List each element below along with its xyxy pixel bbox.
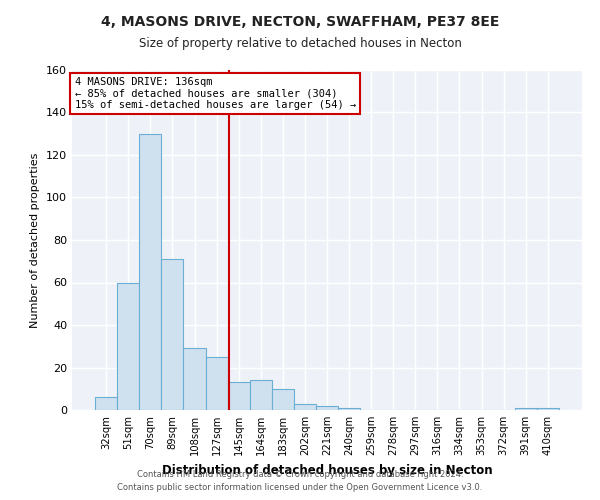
Bar bbox=[515, 408, 537, 410]
Bar bbox=[338, 408, 360, 410]
Y-axis label: Number of detached properties: Number of detached properties bbox=[31, 152, 40, 328]
Bar bbox=[161, 259, 184, 410]
Bar bbox=[316, 406, 338, 410]
Bar bbox=[206, 357, 227, 410]
Bar bbox=[95, 397, 117, 410]
Bar bbox=[139, 134, 161, 410]
Bar bbox=[537, 408, 559, 410]
Bar bbox=[250, 380, 272, 410]
Text: Size of property relative to detached houses in Necton: Size of property relative to detached ho… bbox=[139, 38, 461, 51]
Bar bbox=[184, 348, 206, 410]
Text: 4 MASONS DRIVE: 136sqm
← 85% of detached houses are smaller (304)
15% of semi-de: 4 MASONS DRIVE: 136sqm ← 85% of detached… bbox=[74, 77, 356, 110]
Text: 4, MASONS DRIVE, NECTON, SWAFFHAM, PE37 8EE: 4, MASONS DRIVE, NECTON, SWAFFHAM, PE37 … bbox=[101, 15, 499, 29]
Bar bbox=[294, 404, 316, 410]
Text: Contains public sector information licensed under the Open Government Licence v3: Contains public sector information licen… bbox=[118, 482, 482, 492]
Text: Contains HM Land Registry data © Crown copyright and database right 2024.: Contains HM Land Registry data © Crown c… bbox=[137, 470, 463, 479]
Bar bbox=[227, 382, 250, 410]
Bar bbox=[272, 389, 294, 410]
X-axis label: Distribution of detached houses by size in Necton: Distribution of detached houses by size … bbox=[161, 464, 493, 476]
Bar bbox=[117, 282, 139, 410]
